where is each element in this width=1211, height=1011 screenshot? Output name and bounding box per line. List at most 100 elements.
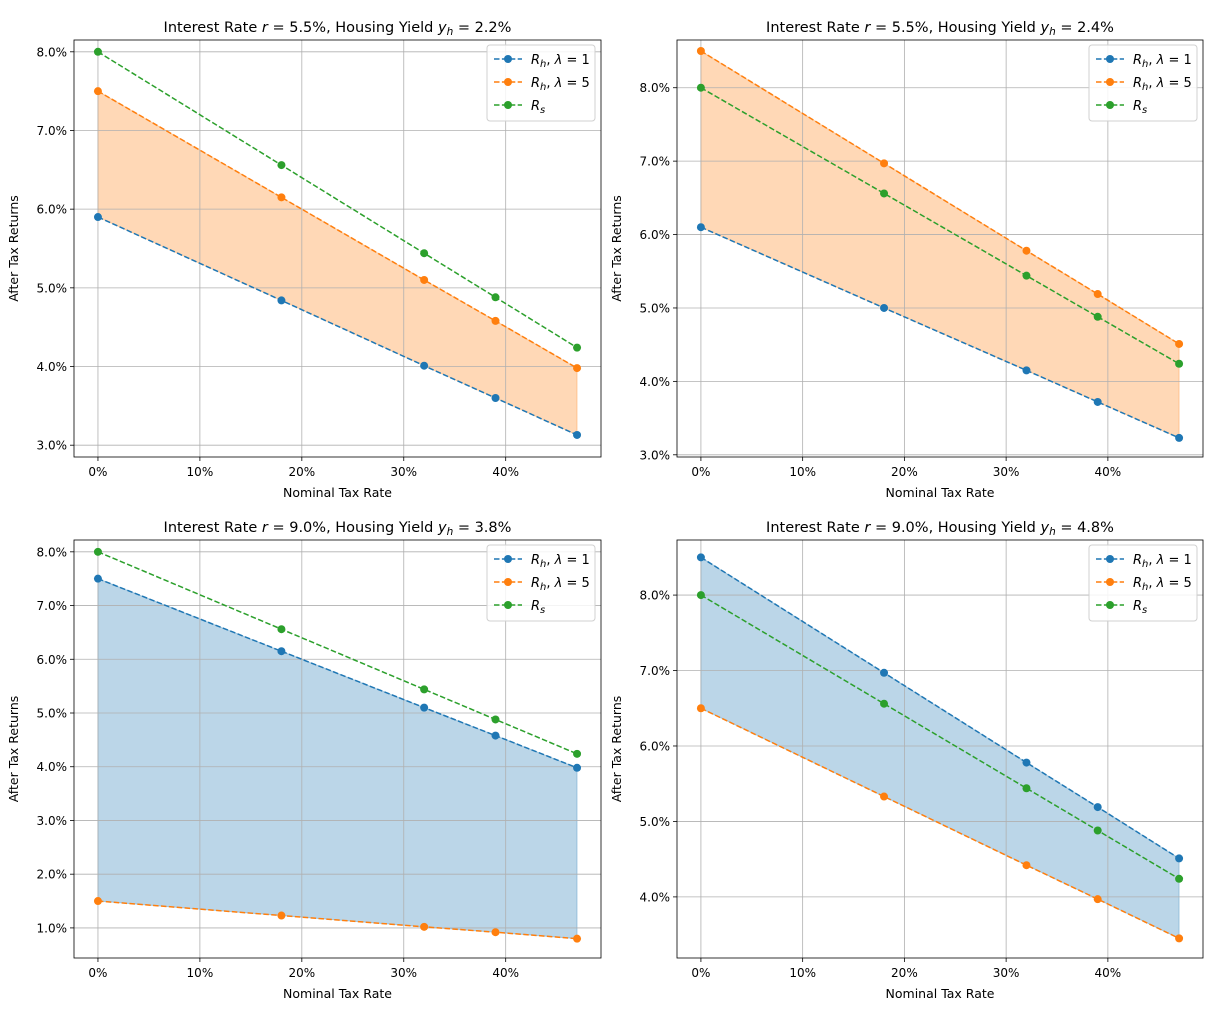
x-tick-label: 10% — [187, 465, 214, 479]
subplot-3: 0% 10% 20% 30% 40% 1.0% 2.0% 3.0% 4.0% 5.0% 6.0% 7.… — [6, 520, 602, 1001]
x-tick-label: 30% — [993, 966, 1020, 980]
chart-title: Interest Rate r = 9.0%, Housing Yield yh… — [164, 520, 512, 538]
data-point — [1093, 895, 1102, 904]
subplot-4: 0% 10% 20% 30% 40% 4.0% 5.0% 6.0% 7.0% 8.0% Intere… — [609, 520, 1204, 1001]
x-tick-label: 40% — [1095, 465, 1122, 479]
data-point — [277, 296, 286, 305]
data-point — [1022, 366, 1031, 375]
y-tick-label: 6.0% — [37, 653, 68, 667]
y-tick-label: 4.0% — [37, 360, 68, 374]
data-point — [491, 731, 500, 740]
x-tick-label: 0% — [691, 966, 710, 980]
legend-marker — [504, 555, 512, 563]
legend-label: Rh, λ = 5 — [1133, 576, 1192, 593]
legend-marker — [504, 55, 512, 63]
legend-label: Rs — [531, 99, 545, 116]
data-point — [277, 625, 286, 634]
data-point — [1175, 433, 1184, 442]
data-point — [880, 189, 889, 198]
y-axis-label: After Tax Returns — [6, 696, 21, 803]
x-tick-label: 30% — [390, 966, 417, 980]
data-point — [491, 715, 500, 724]
y-tick-label: 4.0% — [37, 760, 68, 774]
data-point — [1022, 246, 1031, 255]
legend-marker — [1106, 555, 1114, 563]
legend-marker — [1106, 601, 1114, 609]
legend-label: Rh, λ = 1 — [531, 53, 590, 70]
y-tick-label: 8.0% — [640, 589, 671, 603]
data-point — [277, 161, 286, 170]
data-point — [696, 704, 705, 713]
y-tick-label: 6.0% — [640, 739, 671, 753]
data-point — [880, 303, 889, 312]
data-point — [1093, 397, 1102, 406]
data-point — [1093, 312, 1102, 321]
y-tick-label: 3.0% — [37, 814, 68, 828]
legend-label: Rs — [531, 599, 545, 616]
x-tick-label: 30% — [390, 465, 417, 479]
data-point — [277, 647, 286, 656]
legend-box — [486, 44, 596, 122]
y-tick-label: 4.0% — [640, 375, 671, 389]
data-point — [573, 343, 582, 352]
series-line-2 — [700, 707, 1180, 940]
x-axis-label: Nominal Tax Rate — [886, 485, 995, 500]
legend-label: Rh, λ = 1 — [1133, 553, 1192, 570]
x-tick-label: 10% — [789, 966, 816, 980]
data-point — [93, 47, 102, 56]
data-point — [420, 922, 429, 931]
axes-frame — [676, 39, 1204, 458]
y-tick-label: 7.0% — [640, 155, 671, 169]
series-line-2 — [97, 90, 578, 369]
x-tick-label: 20% — [891, 966, 918, 980]
data-point — [1022, 758, 1031, 767]
x-tick-label: 0% — [88, 966, 107, 980]
x-tick-label: 40% — [492, 966, 519, 980]
data-point — [491, 928, 500, 937]
data-point — [491, 393, 500, 402]
data-point — [93, 574, 102, 583]
x-tick-label: 0% — [88, 465, 107, 479]
x-tick-label: 20% — [288, 465, 315, 479]
y-tick-label: 3.0% — [640, 448, 671, 462]
legend-label: Rs — [1133, 99, 1147, 116]
y-tick-label: 6.0% — [640, 228, 671, 242]
y-tick-label: 6.0% — [37, 203, 68, 217]
y-tick-label: 8.0% — [37, 545, 68, 559]
data-point — [880, 699, 889, 708]
chart-title: Interest Rate r = 9.0%, Housing Yield yh… — [766, 520, 1114, 538]
legend-label: Rh, λ = 1 — [1133, 53, 1192, 70]
legend-box — [1088, 544, 1198, 622]
y-tick-label: 5.0% — [640, 301, 671, 315]
data-point — [696, 83, 705, 92]
chart-title: Interest Rate r = 5.5%, Housing Yield yh… — [164, 20, 512, 38]
data-point — [93, 547, 102, 556]
x-tick-label: 10% — [789, 465, 816, 479]
y-tick-label: 8.0% — [37, 45, 68, 59]
y-axis-label: After Tax Returns — [6, 195, 21, 302]
data-point — [573, 364, 582, 373]
x-tick-label: 10% — [187, 966, 214, 980]
legend-label: Rh, λ = 5 — [1133, 76, 1192, 93]
fill-between-area — [97, 90, 578, 436]
data-point — [1093, 290, 1102, 299]
data-point — [696, 223, 705, 232]
data-point — [93, 213, 102, 222]
data-point — [277, 193, 286, 202]
data-point — [491, 316, 500, 325]
legend-marker — [504, 78, 512, 86]
data-point — [1093, 826, 1102, 835]
x-axis-label: Nominal Tax Rate — [283, 485, 392, 500]
x-tick-label: 40% — [1095, 966, 1122, 980]
x-tick-label: 0% — [691, 465, 710, 479]
y-tick-label: 4.0% — [640, 890, 671, 904]
data-point — [573, 934, 582, 943]
fill-between-area — [97, 577, 578, 940]
x-tick-label: 20% — [288, 966, 315, 980]
data-point — [573, 763, 582, 772]
data-point — [93, 897, 102, 906]
data-point — [573, 749, 582, 758]
data-point — [420, 361, 429, 370]
legend: Rh, λ = 1 Rh, λ = 5 Rs — [486, 44, 596, 122]
